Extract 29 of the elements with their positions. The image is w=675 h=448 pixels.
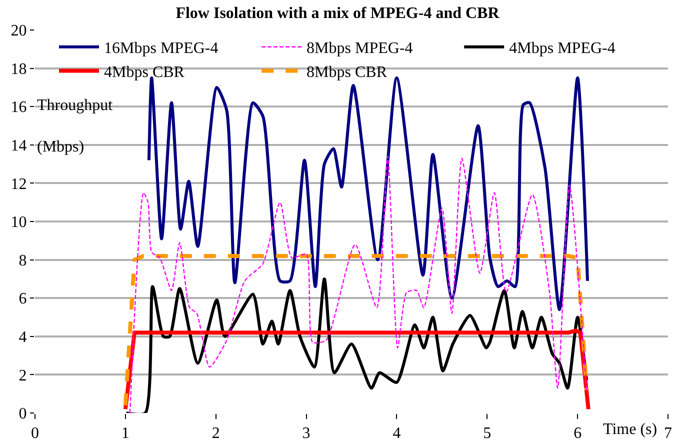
y-tick-label: 14 xyxy=(10,138,27,154)
x-tick-label: 2 xyxy=(212,425,220,442)
chart-title: Flow Isolation with a mix of MPEG-4 and CBR xyxy=(176,4,500,22)
legend-label: 8Mbps MPEG-4 xyxy=(306,40,413,58)
line-series xyxy=(129,156,588,413)
y-tick-label: 0 xyxy=(18,406,27,423)
y-tick-label: 18 xyxy=(10,60,27,78)
legend-label: 8Mbps CBR xyxy=(306,64,388,81)
y-tick-label: 2 xyxy=(18,367,27,384)
text: Throughput (Mbps) xyxy=(37,97,113,156)
x-tick-label: 6 xyxy=(574,425,582,442)
y-tick-label: 4 xyxy=(18,329,27,346)
line-series xyxy=(123,254,589,408)
x-tick-label: 1 xyxy=(121,425,130,442)
x-tick-label: 0 xyxy=(31,425,39,442)
y-tick-label: 12 xyxy=(10,176,27,193)
legend-label: 4Mbps CBR xyxy=(104,64,185,81)
y-tick-label: 8 xyxy=(18,252,27,270)
x-tick-label: 5 xyxy=(483,425,492,442)
x-tick-label: 7 xyxy=(664,425,672,442)
legend-label: 4Mbps MPEG-4 xyxy=(509,40,616,58)
y-tick-label: 10 xyxy=(10,214,27,232)
legend-label: 16Mbps MPEG-4 xyxy=(104,40,218,58)
y-tick-label: 16 xyxy=(10,99,27,116)
x-tick-label: 4 xyxy=(392,425,401,442)
y-tick-label: 6 xyxy=(18,290,27,308)
x-axis-title: Time (s) xyxy=(603,421,658,438)
x-tick-label: 3 xyxy=(302,425,310,442)
y-tick-label: 20 xyxy=(10,22,27,40)
